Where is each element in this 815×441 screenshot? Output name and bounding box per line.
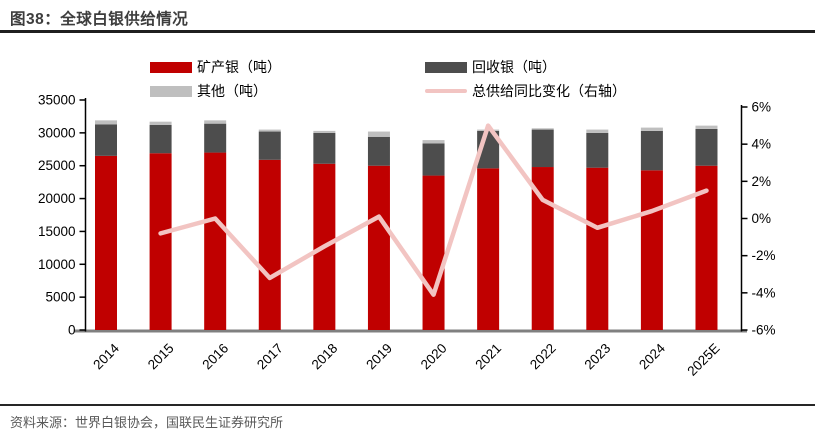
chart-title: 图38：全球白银供给情况	[10, 11, 189, 28]
left-axis-label: 30000	[38, 125, 76, 140]
x-axis-label-2024: 2024	[636, 340, 668, 372]
footer-divider	[0, 404, 815, 406]
bar-segment-2-2018	[313, 130, 336, 133]
x-axis-label-2018: 2018	[309, 341, 341, 373]
bar-segment-2-2015	[149, 121, 172, 125]
source-note: 资料来源：世界白银协会，国联民生证券研究所	[10, 415, 284, 430]
bar-segment-1-2022	[531, 129, 554, 168]
bar-segment-0-2016	[204, 152, 227, 330]
bar-segment-2-2014	[95, 120, 117, 125]
bar-segment-2-2023	[586, 129, 609, 133]
bar-segment-1-2016	[204, 123, 227, 153]
x-axis-label-2014: 2014	[90, 340, 122, 372]
legend-item-other: 其他（吨）	[150, 82, 267, 100]
bar-segment-1-2025E	[695, 128, 718, 166]
left-axis-label: 25000	[38, 158, 76, 173]
right-axis-label: -4%	[752, 285, 776, 300]
left-axis-label: 0	[68, 323, 76, 338]
bar-segment-1-2017	[258, 131, 281, 160]
bar-segment-2-2019	[367, 131, 390, 137]
left-axis-label: 15000	[38, 224, 76, 239]
legend-item-mine-silver: 矿产银（吨）	[150, 58, 281, 76]
x-axis-label-2023: 2023	[582, 341, 614, 373]
x-axis-label-2015: 2015	[145, 341, 177, 373]
bar-segment-0-2023	[586, 167, 609, 330]
x-axis-label-2021: 2021	[472, 341, 504, 373]
title-divider	[0, 30, 815, 33]
legend-swatch-other	[150, 85, 192, 97]
x-axis-label-2020: 2020	[418, 341, 450, 373]
right-axis-label: 6%	[752, 100, 772, 115]
bar-segment-2-2022	[531, 128, 554, 130]
bar-segment-1-2015	[149, 124, 172, 154]
x-axis-label-2016: 2016	[199, 341, 231, 373]
bar-segment-1-2014	[95, 124, 117, 156]
right-axis-label: 2%	[752, 174, 772, 189]
x-axis-label-2017: 2017	[254, 341, 286, 373]
bar-segment-0-2017	[258, 159, 281, 330]
bar-segment-1-2020	[422, 143, 445, 176]
bar-segment-0-2021	[477, 168, 500, 330]
left-axis-label: 35000	[38, 93, 76, 108]
legend-swatch-yoy-line	[425, 89, 467, 93]
bar-segment-2-2017	[258, 129, 281, 132]
right-axis-label: 0%	[752, 211, 772, 226]
bar-segment-0-2020	[422, 175, 445, 330]
bar-segment-0-2024	[640, 170, 663, 330]
bar-segment-0-2014	[95, 155, 117, 330]
bar-segment-0-2025E	[695, 165, 718, 330]
legend-label-mine-silver: 矿产银（吨）	[197, 59, 281, 75]
right-axis-label: -6%	[752, 323, 776, 338]
legend-swatch-recycled-silver	[425, 61, 467, 73]
bar-segment-2-2025E	[695, 125, 718, 129]
bar-segment-2-2024	[640, 127, 663, 131]
bar-segment-1-2024	[640, 130, 663, 171]
right-axis-label: 4%	[752, 137, 772, 152]
x-axis-label-2022: 2022	[527, 341, 559, 373]
yoy-change-line	[158, 123, 709, 297]
x-axis-label-2025E: 2025E	[684, 341, 722, 379]
legend-swatch-mine-silver	[150, 61, 192, 73]
bar-segment-0-2019	[367, 165, 390, 330]
legend-label-yoy-line: 总供给同比变化（右轴）	[472, 83, 626, 99]
x-axis-label-2019: 2019	[363, 341, 395, 373]
legend-item-recycled-silver: 回收银（吨）	[425, 58, 556, 76]
bar-segment-1-2023	[586, 132, 609, 168]
left-axis-label: 5000	[45, 290, 75, 305]
bar-segment-1-2019	[367, 136, 390, 166]
right-axis-label: -2%	[752, 248, 776, 263]
bar-segment-2-2016	[204, 120, 227, 124]
legend-label-other: 其他（吨）	[197, 83, 267, 99]
left-axis-label: 20000	[38, 191, 76, 206]
legend-label-recycled-silver: 回收银（吨）	[472, 59, 556, 75]
legend-item-yoy-line: 总供给同比变化（右轴）	[425, 82, 626, 100]
bar-segment-0-2015	[149, 153, 172, 330]
left-axis-label: 10000	[38, 257, 76, 272]
bar-segment-1-2018	[313, 132, 336, 164]
bar-segment-2-2020	[422, 140, 445, 144]
bar-segment-0-2022	[531, 167, 554, 330]
